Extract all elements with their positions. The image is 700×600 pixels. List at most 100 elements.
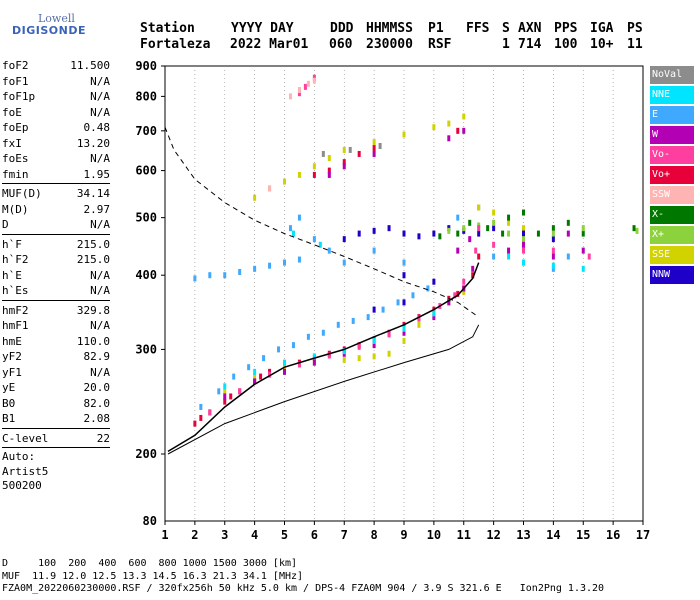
param-row: hmF2 329.8 xyxy=(2,303,110,319)
param-name: hmF1 xyxy=(2,319,29,332)
point-e xyxy=(336,321,340,328)
header-label-hhmmss: HHMMSS xyxy=(366,21,413,36)
param-row: foF1 N/A xyxy=(2,74,110,90)
autoscale-info: 500200 xyxy=(2,479,42,492)
header-value-iga: 10+ xyxy=(590,37,614,52)
point-noval xyxy=(321,150,325,157)
param-divider xyxy=(2,233,110,235)
x-tick-label: 11 xyxy=(457,528,471,542)
point-sse xyxy=(253,373,257,380)
file-info-row: FZA0M_2022060230000.RSF / 320fx256h 50 k… xyxy=(2,583,605,594)
param-row: foEp 0.48 xyxy=(2,120,110,136)
point-sse xyxy=(402,337,406,344)
point-vo- xyxy=(551,247,555,254)
param-value: 215.0 xyxy=(76,253,110,266)
param-name: yF2 xyxy=(2,350,22,363)
point-vo- xyxy=(477,253,481,260)
x-tick-label: 16 xyxy=(606,528,620,542)
point-vo- xyxy=(587,253,591,260)
point-nnw xyxy=(402,272,406,279)
x-tick-label: 6 xyxy=(311,528,318,542)
legend-item-nnw: NNW xyxy=(650,266,694,284)
param-row: yE 20.0 xyxy=(2,380,110,396)
header-label-iga: IGA xyxy=(590,21,614,36)
point-e xyxy=(566,253,570,260)
point-sse xyxy=(522,225,525,232)
header-row-labels: Station YYYY DAY DDD HHMMSS P1 FFS S AXN PPS IGA P… xyxy=(0,21,700,37)
legend-item-w: W xyxy=(650,126,694,144)
point-w xyxy=(566,230,570,237)
point-w xyxy=(312,359,316,366)
legend-item-x-: X+ xyxy=(650,226,694,244)
param-value: N/A xyxy=(90,365,110,379)
point-sse xyxy=(447,120,451,127)
point-ssw xyxy=(288,93,292,100)
point-nne xyxy=(522,259,525,266)
point-x- xyxy=(438,233,442,240)
param-divider xyxy=(2,427,110,429)
x-tick-label: 12 xyxy=(486,528,500,542)
legend-item-vo-: Vo- xyxy=(650,146,694,164)
legend-item-e: E xyxy=(650,106,694,124)
point-nnw xyxy=(357,230,361,237)
y-tick-label: 400 xyxy=(135,268,157,282)
param-row: C-level 22 xyxy=(2,431,110,447)
param-row: foF2 11.500 xyxy=(2,58,110,74)
legend-item-x-: X- xyxy=(650,206,694,224)
param-value: 2.97 xyxy=(83,202,111,216)
point-ssw xyxy=(297,87,301,94)
point-vo- xyxy=(387,331,391,338)
x-tick-label: 7 xyxy=(341,528,348,542)
param-divider xyxy=(2,299,110,301)
x-tick-label: 15 xyxy=(576,528,590,542)
point-vo- xyxy=(312,74,316,81)
param-row: hmE 110.0 xyxy=(2,334,110,350)
header-value-yyyy_day: 2022 Mar01 xyxy=(230,37,309,52)
point-sse xyxy=(462,288,466,295)
point-w xyxy=(327,171,331,178)
point-vo- xyxy=(327,352,331,359)
point-x- xyxy=(522,209,525,216)
point-nnw xyxy=(522,230,525,237)
point-vo- xyxy=(462,278,466,285)
header-value-station: Fortaleza xyxy=(140,37,211,52)
point-w xyxy=(283,368,286,375)
param-row: h`F 215.0 xyxy=(2,237,110,253)
point-e xyxy=(366,314,370,321)
point-vo- xyxy=(238,388,242,395)
point-sse xyxy=(312,163,316,170)
point-sse xyxy=(387,350,391,357)
autoscale-info: Auto: xyxy=(2,450,36,463)
param-row: fmin 1.95 xyxy=(2,167,110,183)
point-e xyxy=(247,364,251,371)
param-value: N/A xyxy=(90,90,110,103)
point-nnw xyxy=(402,299,406,306)
param-value: 34.14 xyxy=(76,187,110,200)
param-value: 22 xyxy=(96,431,110,445)
point-x- xyxy=(447,227,451,234)
param-name: B1 xyxy=(2,412,16,425)
param-name: yF1 xyxy=(2,365,22,379)
param-row: M(D) 2.97 xyxy=(2,202,110,218)
param-value: N/A xyxy=(90,268,110,282)
param-value: N/A xyxy=(90,218,110,231)
footer: D 100 200 400 600 800 1000 1500 3000 [km… xyxy=(2,558,604,596)
point-w xyxy=(471,265,475,272)
point-nne xyxy=(312,353,316,360)
header-value-pps: 100 xyxy=(554,37,578,52)
param-value: 110.0 xyxy=(76,334,110,348)
point-x- xyxy=(462,225,466,232)
point-sse xyxy=(507,219,511,226)
legend-item-vo-: Vo+ xyxy=(650,166,694,184)
point-vo- xyxy=(312,171,316,178)
param-row: foE N/A xyxy=(2,105,110,121)
param-name: hmE xyxy=(2,334,22,348)
point-w xyxy=(372,150,376,157)
point-w xyxy=(507,247,511,254)
param-row: yF2 82.9 xyxy=(2,349,110,365)
point-nnw xyxy=(402,230,406,237)
point-vo- xyxy=(474,247,478,254)
x-tick-label: 5 xyxy=(281,528,288,542)
point-sse xyxy=(492,209,496,216)
param-value: 2.08 xyxy=(83,412,111,425)
